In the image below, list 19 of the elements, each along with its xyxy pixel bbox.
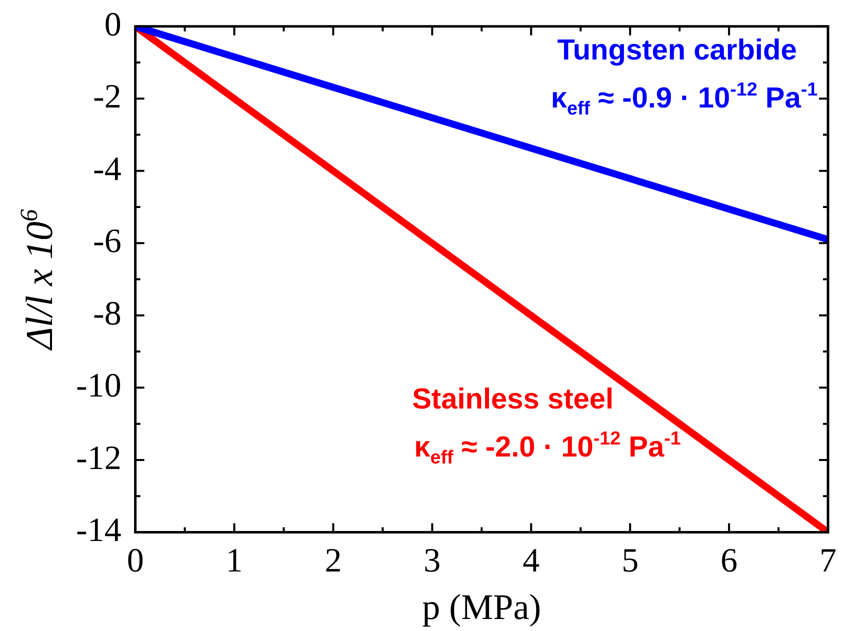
y-tick-label: -8 xyxy=(92,295,122,332)
x-tick-label: 2 xyxy=(324,542,342,580)
x-tick-label: 6 xyxy=(720,542,738,580)
y-axis-title: Δl/l x 106 xyxy=(16,208,61,352)
text: Tungsten carbide xyxy=(557,34,797,66)
x-tick-label: 7 xyxy=(820,542,836,580)
y-tick-label: -6 xyxy=(92,223,122,260)
x-tick-label: 5 xyxy=(622,542,639,580)
y-tick-label: -4 xyxy=(92,150,122,188)
x-axis-title: p (MPa) xyxy=(422,587,542,627)
y-tick-label: -2 xyxy=(92,78,122,116)
x-tick-label: 3 xyxy=(424,542,441,580)
series-label: Stainless steel xyxy=(412,383,614,416)
x-tick-label: 1 xyxy=(226,542,243,580)
y-tick-label: -14 xyxy=(76,512,122,550)
y-tick-label: -10 xyxy=(76,368,122,405)
y-tick-label: 0 xyxy=(104,6,122,44)
x-tick-label: 4 xyxy=(522,542,540,580)
y-tick-label: -12 xyxy=(76,440,122,477)
